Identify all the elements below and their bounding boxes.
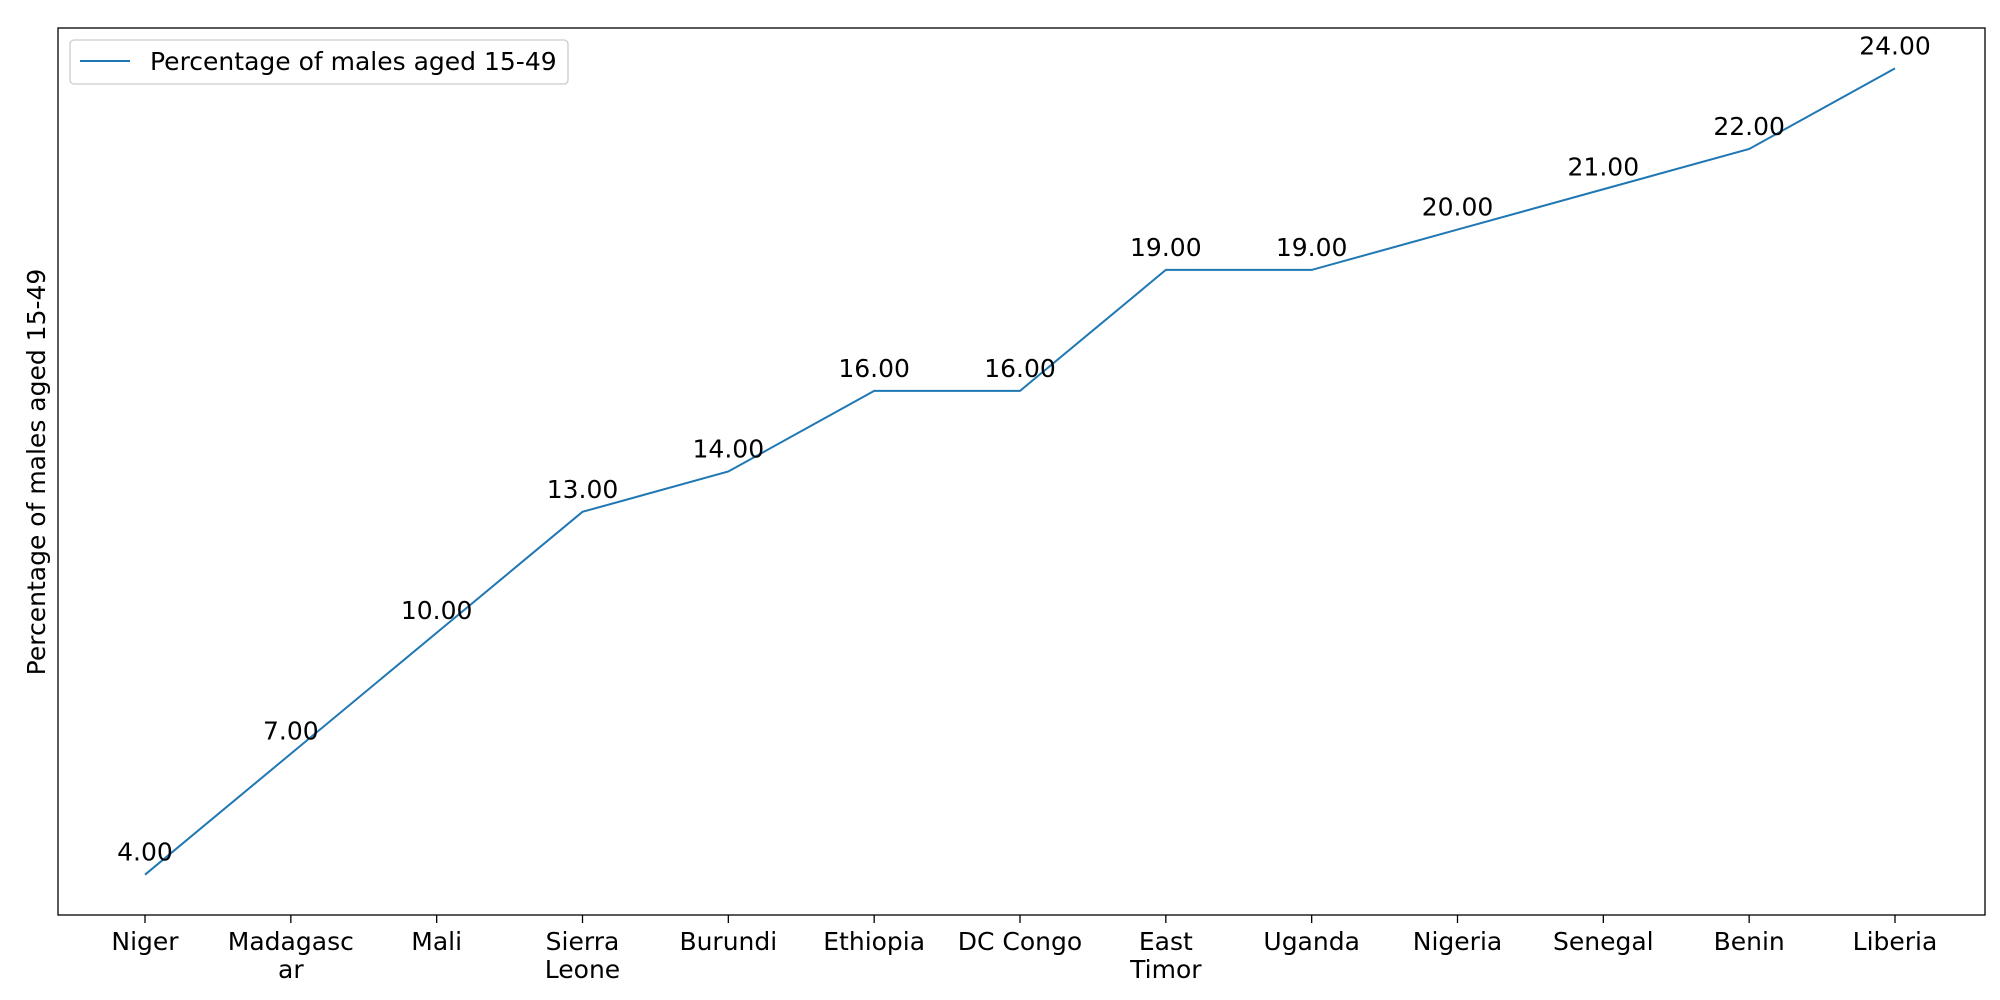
legend-box xyxy=(69,39,569,85)
series-layer xyxy=(144,67,1896,876)
legend-label: Percentage of males aged 15-49 xyxy=(150,47,557,76)
x-tick-label: East Timor xyxy=(1129,927,1202,984)
x-tick-label: Uganda xyxy=(1263,927,1360,956)
x-axis-ticks: Niger Madagasc ar Mali Sierra Leone Burundi Eth… xyxy=(111,915,1937,984)
data-label: 16.00 xyxy=(984,354,1056,383)
data-label: 24.00 xyxy=(1859,31,1931,60)
x-tick-label: Sierra Leone xyxy=(545,927,620,984)
data-labels: 4.00 7.00 10.00 13.00 14.00 16.00 16.00 19.00 19… xyxy=(117,31,1931,866)
x-tick-label: Niger xyxy=(111,927,179,956)
x-tick-label: Burundi xyxy=(679,927,777,956)
legend: Percentage of males aged 15-49 xyxy=(69,39,569,85)
x-tick-label: DC Congo xyxy=(958,927,1082,956)
data-label: 7.00 xyxy=(263,717,319,746)
data-label: 14.00 xyxy=(693,435,765,464)
data-label: 13.00 xyxy=(547,475,619,504)
x-tick-label: Senegal xyxy=(1553,927,1654,956)
plot-area xyxy=(57,27,1986,916)
x-tick-label: Liberia xyxy=(1853,927,1938,956)
data-label: 21.00 xyxy=(1568,152,1640,181)
data-label: 10.00 xyxy=(401,596,473,625)
x-tick-label: Ethiopia xyxy=(823,927,925,956)
data-label: 20.00 xyxy=(1422,193,1494,222)
series-line xyxy=(144,67,1896,876)
data-label: 19.00 xyxy=(1130,233,1202,262)
data-label: 19.00 xyxy=(1276,233,1348,262)
x-tick-label: Madagasc ar xyxy=(228,927,354,984)
y-axis-label: Percentage of males aged 15-49 xyxy=(22,269,51,676)
data-label: 4.00 xyxy=(117,838,173,867)
x-tick-label: Mali xyxy=(411,927,462,956)
x-tick-label: Benin xyxy=(1714,927,1785,956)
data-label: 22.00 xyxy=(1713,112,1785,141)
x-tick-label: Nigeria xyxy=(1413,927,1502,956)
data-label: 16.00 xyxy=(838,354,910,383)
